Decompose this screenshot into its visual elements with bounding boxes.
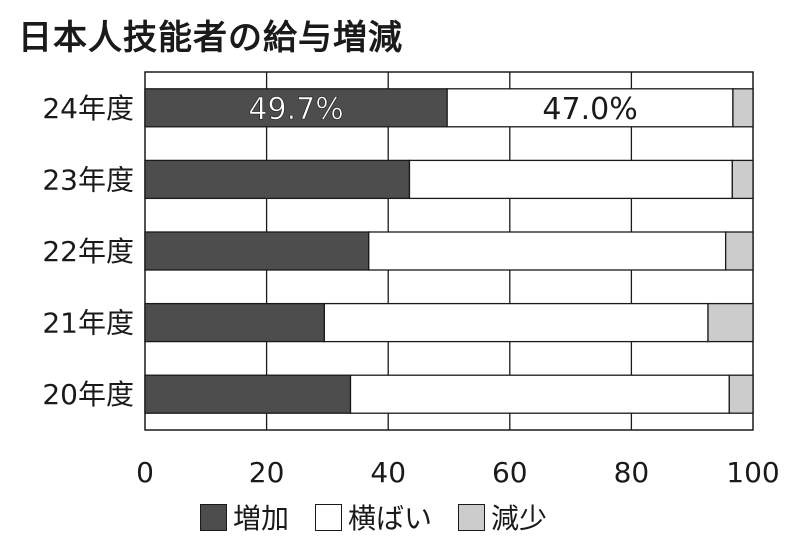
bar-segment — [707, 302, 754, 343]
bar-segment — [728, 374, 754, 414]
legend-item-increase: 増加 — [200, 497, 289, 537]
bar-segment — [144, 231, 370, 271]
bar-segment — [724, 231, 754, 271]
legend-item-decrease: 減少 — [458, 497, 547, 537]
bar-segment — [323, 302, 709, 343]
x-tick-label: 100 — [726, 456, 779, 489]
bar-segment — [144, 302, 326, 343]
bar-segment — [731, 159, 754, 200]
legend-label-decrease: 減少 — [491, 502, 548, 535]
x-tick-label: 80 — [614, 456, 650, 489]
x-tick-label: 60 — [492, 456, 528, 489]
bar-segment — [446, 88, 734, 128]
legend-label-increase: 増加 — [233, 502, 290, 535]
data-label: 49.7% — [248, 92, 343, 127]
bar-segment — [408, 159, 733, 200]
legend-swatch-increase — [200, 503, 227, 531]
category-label: 20年度 — [42, 378, 134, 411]
bar-segment — [732, 88, 754, 128]
x-tick-label: 20 — [249, 456, 285, 489]
category-label: 22年度 — [42, 235, 134, 268]
bar-segment — [144, 374, 352, 414]
bar-segment — [349, 374, 730, 414]
legend-swatch-flat — [315, 503, 343, 531]
bar-segment — [144, 88, 448, 128]
chart-title: 日本人技能者の給与増減 — [18, 18, 403, 58]
x-tick-label: 40 — [370, 456, 406, 489]
legend-label-flat: 横ばい — [348, 502, 433, 535]
chart-legend: 増加 横ばい 減少 — [200, 497, 573, 537]
bar-segment — [144, 159, 411, 200]
legend-swatch-decrease — [458, 503, 486, 531]
data-label: 47.0% — [542, 92, 637, 127]
legend-item-flat: 横ばい — [315, 497, 432, 537]
category-label: 21年度 — [42, 307, 134, 340]
bar-segment — [368, 231, 727, 271]
category-label: 24年度 — [42, 92, 134, 125]
category-label: 23年度 — [42, 163, 134, 196]
x-tick-label: 0 — [136, 456, 154, 489]
